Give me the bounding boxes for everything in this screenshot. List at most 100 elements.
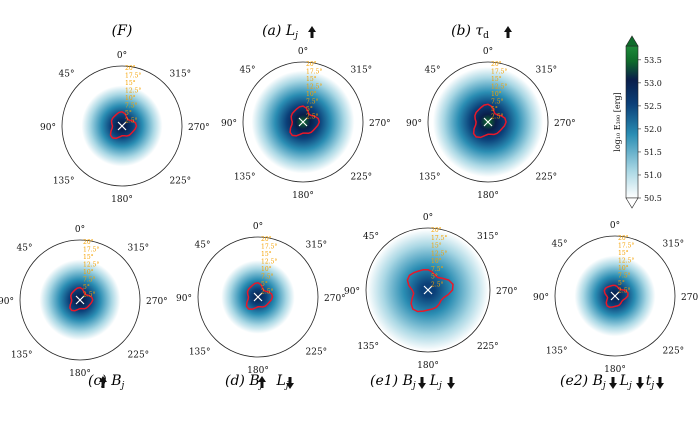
polar-panel-e2: 20°17.5°15°12.5°10°7.5°5°2.5° 0° 45° 90° 135…	[533, 221, 698, 375]
angle-tick-label: 45°	[363, 232, 379, 242]
angle-tick-label: 135°	[11, 351, 33, 361]
angle-tick-label: 270°	[496, 287, 518, 297]
colorbar-tick-label: 53.0	[644, 79, 662, 88]
radial-tick-label: 5°	[491, 106, 498, 113]
radial-tick-label: 10°	[306, 91, 317, 98]
center-marker-icon	[253, 292, 263, 302]
radial-tick-label: 12.5°	[491, 84, 507, 91]
center-marker-icon	[298, 117, 308, 127]
radial-tick-label: 10°	[125, 95, 136, 102]
radial-tick-label: 10°	[618, 265, 629, 272]
angle-tick-label: 315°	[477, 232, 499, 242]
polar-panel-b: 20°17.5°15°12.5°10°7.5°5°2.5° 0° 45° 90° 135…	[406, 47, 576, 201]
radial-tick-label: 17.5°	[491, 69, 507, 76]
colorbar-tick-label: 53.5	[644, 56, 662, 65]
polar-panel-d: 20°17.5°15°12.5°10°7.5°5°2.5° 0° 45° 90° 135…	[176, 222, 346, 376]
radial-tick-label: 20°	[83, 239, 94, 246]
radial-tick-label: 17.5°	[125, 73, 141, 80]
colorbar-tick-label: 52.0	[644, 125, 662, 134]
radial-tick-label: 7.5°	[491, 99, 504, 106]
radial-tick-label: 7.5°	[83, 277, 96, 284]
colorbar-tick-label: 51.0	[644, 171, 662, 180]
angle-tick-label: 0°	[75, 225, 85, 235]
angle-tick-label: 315°	[663, 240, 685, 250]
angle-tick-label: 315°	[536, 66, 558, 76]
polar-outline-F	[61, 65, 183, 187]
colorbar: 53.5 53.0 52.5 52.0 51.5 51.0 50.5 log₁₀ E₃₉₀ […	[613, 35, 662, 209]
radial-tick-label: 7.5°	[431, 266, 444, 273]
angle-tick-label: 270°	[188, 123, 210, 133]
arrow-down-icon	[286, 377, 294, 389]
radial-tick-label: 2.5°	[83, 292, 96, 299]
polar-panel-F: 20°17.5°15°12.5°10°7.5°5°2.5° 0° 45° 90° 135…	[40, 51, 210, 205]
angle-tick-label: 315°	[306, 241, 328, 251]
polar-outline-e2	[554, 235, 676, 357]
radial-tick-label: 20°	[618, 235, 629, 242]
colorbar-tick-label: 52.5	[644, 102, 662, 111]
radial-tick-label: 12.5°	[431, 250, 447, 257]
angle-tick-label: 270°	[554, 119, 576, 129]
arrow-up-icon	[504, 26, 512, 38]
angle-tick-label: 270°	[146, 297, 168, 307]
angle-tick-label: 45°	[59, 70, 75, 80]
title-b: (b) τd	[451, 23, 489, 41]
radial-tick-label: 15°	[618, 250, 629, 257]
angle-tick-label: 45°	[17, 244, 33, 254]
radial-tick-label: 5°	[618, 280, 625, 287]
contour-d	[245, 282, 274, 311]
radial-tick-label: 15°	[431, 243, 442, 250]
radial-tick-label: 20°	[261, 236, 272, 243]
radial-tick-label: 2.5°	[618, 288, 631, 295]
polar-outline-a	[242, 61, 364, 183]
radial-tick-label: 17.5°	[618, 243, 634, 250]
angle-tick-label: 135°	[546, 347, 568, 357]
colorbar-max-triangle-icon	[625, 35, 639, 47]
radial-tick-label: 12.5°	[618, 258, 634, 265]
angle-tick-label: 90°	[40, 123, 56, 133]
angle-tick-label: 90°	[176, 294, 192, 304]
title-e1: (e1) Bj Lj	[370, 373, 442, 391]
radial-tick-label: 7.5°	[306, 99, 319, 106]
angle-tick-label: 225°	[663, 347, 685, 357]
angle-tick-label: 180°	[292, 191, 314, 201]
radial-tick-label: 10°	[83, 269, 94, 276]
title-a: (a) Lj	[262, 23, 298, 41]
radial-tick-label: 10°	[491, 91, 502, 98]
angle-tick-label: 180°	[247, 366, 269, 376]
angle-tick-label: 180°	[111, 195, 133, 205]
center-marker-icon	[75, 295, 85, 305]
arrow-up-icon	[308, 26, 316, 38]
angle-tick-label: 315°	[170, 70, 192, 80]
radial-tick-label: 20°	[306, 61, 317, 68]
angle-tick-label: 0°	[610, 221, 620, 231]
radial-tick-label: 15°	[306, 76, 317, 83]
angle-tick-label: 180°	[477, 191, 499, 201]
angle-tick-label: 90°	[0, 297, 14, 307]
angle-tick-label: 270°	[324, 294, 346, 304]
title-arrows	[99, 26, 664, 389]
polar-panel-e1: 20°17.5°15°12.5°10°7.5°5°2.5° 0° 45° 90° 135…	[344, 213, 518, 371]
contour-c	[69, 286, 94, 312]
angle-tick-label: 45°	[195, 241, 211, 251]
angle-tick-label: 0°	[298, 47, 308, 57]
angle-tick-label: 315°	[128, 244, 150, 254]
angle-tick-label: 225°	[170, 177, 192, 187]
radial-tick-label: 17.5°	[306, 69, 322, 76]
radial-tick-label: 12.5°	[125, 88, 141, 95]
radial-tick-label: 20°	[125, 65, 136, 72]
angle-tick-label: 135°	[53, 177, 75, 187]
angle-tick-label: 225°	[306, 348, 328, 358]
angle-tick-label: 225°	[536, 173, 558, 183]
angle-tick-label: 135°	[234, 173, 256, 183]
contour-a	[289, 105, 321, 137]
colorbar-tick-label: 50.5	[644, 194, 662, 203]
radial-tick-label: 2.5°	[261, 289, 274, 296]
angle-tick-label: 225°	[477, 342, 499, 352]
radial-tick-label: 2.5°	[491, 114, 504, 121]
radial-tick-label: 12.5°	[306, 84, 322, 91]
angle-tick-label: 90°	[344, 287, 360, 297]
radial-tick-label: 5°	[261, 281, 268, 288]
angle-tick-label: 135°	[357, 342, 379, 352]
